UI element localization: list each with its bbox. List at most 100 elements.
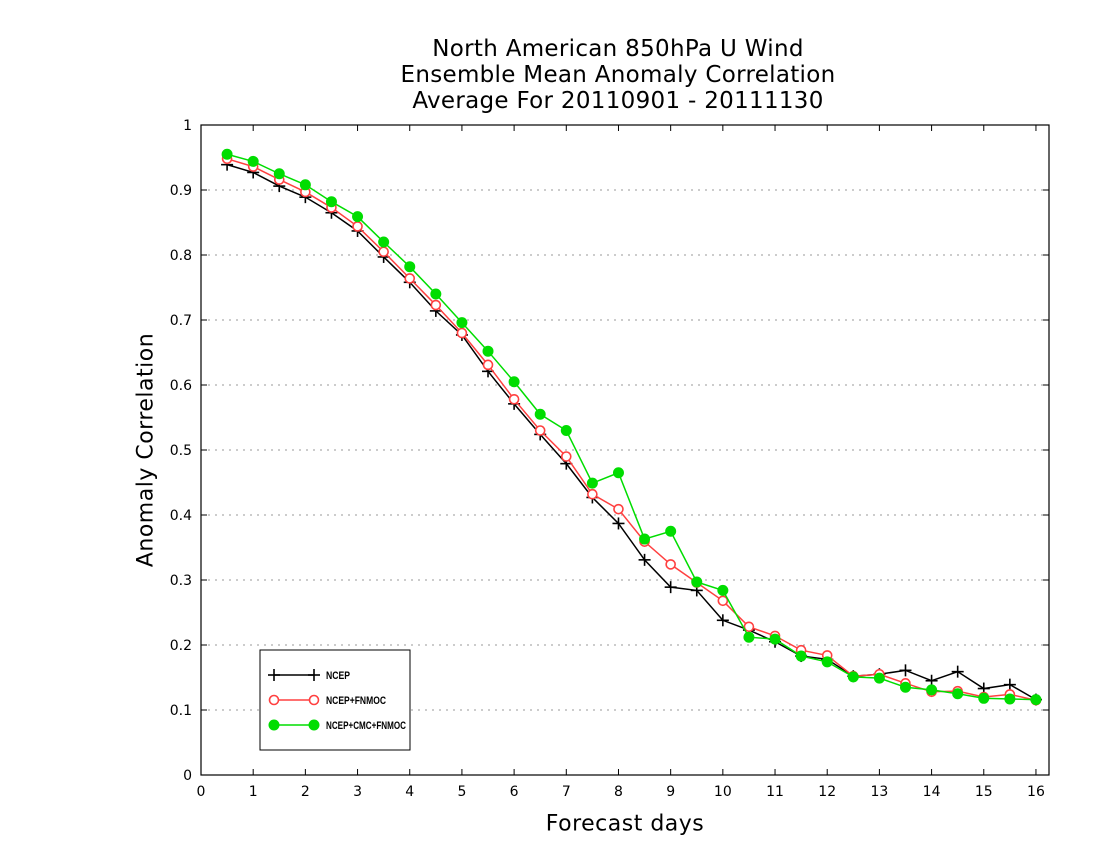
data-point	[717, 595, 729, 607]
legend-marker	[308, 719, 320, 731]
data-point	[352, 211, 364, 223]
data-point	[899, 681, 911, 693]
data-point	[534, 425, 546, 436]
data-point	[665, 525, 677, 537]
data-point	[664, 581, 677, 594]
series-ncep-cmc-fnmoc	[221, 148, 1042, 706]
data-point	[665, 559, 676, 570]
legend-marker	[268, 694, 280, 706]
data-point	[586, 477, 598, 489]
y-tick-label: 0.9	[170, 183, 192, 199]
data-point	[430, 288, 442, 300]
x-tick-label: 8	[614, 784, 623, 800]
data-point	[716, 614, 729, 627]
x-tick-label: 15	[975, 784, 993, 800]
data-point	[508, 376, 520, 388]
data-point	[1003, 678, 1016, 691]
series-layer	[221, 148, 1042, 706]
legend-marker	[268, 669, 280, 681]
x-axis-label: Forecast days	[545, 811, 705, 837]
data-point	[978, 692, 990, 704]
legend-item: NCEP+CMC+FNMOC	[268, 719, 406, 732]
legend-label: NCEP+CMC+FNMOC	[326, 720, 406, 732]
data-point	[221, 148, 233, 160]
data-point	[430, 299, 442, 311]
data-point	[482, 359, 494, 371]
data-point	[639, 533, 651, 545]
data-point	[560, 451, 572, 462]
x-tick-label: 4	[405, 784, 414, 800]
y-tick-label: 0.5	[170, 443, 192, 459]
legend-marker	[268, 719, 280, 731]
x-tick-label: 3	[353, 784, 362, 800]
data-point	[795, 650, 807, 662]
data-point	[299, 179, 311, 191]
data-point	[247, 155, 259, 167]
axis-ticks: 00.10.20.30.40.50.60.70.80.910 1 2 3 4 5 6 7 8 9 1…	[170, 118, 1049, 800]
data-point	[378, 236, 390, 248]
x-tick-label: 6	[510, 784, 519, 800]
legend: NCEP NCEP+FNMOC NCEP+CMC+FNMOC	[259, 649, 411, 751]
x-tick-label: 2	[301, 784, 310, 800]
data-point	[951, 665, 964, 678]
data-point	[899, 664, 912, 677]
legend-item: NCEP+FNMOC	[268, 694, 386, 707]
x-tick-label: 5	[457, 784, 466, 800]
y-tick-label: 0	[183, 768, 192, 784]
y-tick-label: 1	[183, 118, 192, 134]
data-point	[325, 196, 337, 208]
chart-title: North American 850hPa U Wind Ensemble Me…	[233, 36, 1003, 114]
data-point	[847, 671, 859, 683]
data-point	[534, 408, 546, 420]
data-point	[587, 488, 598, 500]
y-tick-label: 0.6	[170, 378, 192, 394]
series-line	[226, 163, 1037, 701]
data-point	[456, 327, 468, 339]
series-line	[226, 153, 1036, 701]
data-point	[952, 688, 964, 700]
x-tick-label: 14	[923, 784, 941, 800]
y-tick-label: 0.4	[170, 508, 192, 524]
y-tick-label: 0.7	[170, 313, 192, 329]
y-tick-label: 0.2	[170, 638, 192, 654]
x-tick-label: 10	[714, 784, 732, 800]
x-tick-label: 16	[1027, 784, 1045, 800]
data-point	[926, 684, 938, 696]
title-line-3: Average For 20110901 - 20111130	[412, 88, 824, 114]
y-tick-label: 0.1	[170, 703, 192, 719]
x-tick-label: 9	[666, 784, 675, 800]
data-point	[612, 517, 625, 530]
data-point	[404, 261, 416, 273]
data-point	[743, 631, 755, 643]
data-point	[613, 503, 624, 515]
data-point	[378, 246, 389, 258]
gridlines	[201, 189, 1049, 711]
data-point	[873, 672, 885, 684]
data-point	[1004, 693, 1016, 705]
data-point	[691, 576, 703, 588]
x-tick-label: 0	[197, 784, 206, 800]
x-tick-label: 11	[766, 784, 784, 800]
y-tick-label: 0.3	[170, 573, 192, 589]
data-point	[273, 168, 285, 180]
x-tick-label: 7	[562, 784, 571, 800]
series-line	[226, 158, 1037, 701]
data-point	[456, 317, 468, 329]
data-point	[404, 273, 416, 284]
legend-item: NCEP	[268, 669, 350, 682]
legend-marker	[308, 669, 320, 681]
series-ncep-fnmoc	[221, 153, 1042, 706]
legend-label: NCEP+FNMOC	[326, 695, 386, 707]
data-point	[482, 345, 494, 357]
data-point	[508, 393, 520, 405]
data-point	[560, 425, 572, 436]
data-point	[638, 553, 651, 566]
y-axis-label: Anomaly Correlation	[133, 332, 159, 568]
title-line-2: Ensemble Mean Anomaly Correlation	[400, 62, 836, 88]
x-tick-label: 1	[249, 784, 258, 800]
data-point	[769, 633, 781, 645]
data-point	[821, 656, 833, 668]
title-line-1: North American 850hPa U Wind	[432, 36, 804, 62]
x-tick-label: 12	[818, 784, 836, 800]
